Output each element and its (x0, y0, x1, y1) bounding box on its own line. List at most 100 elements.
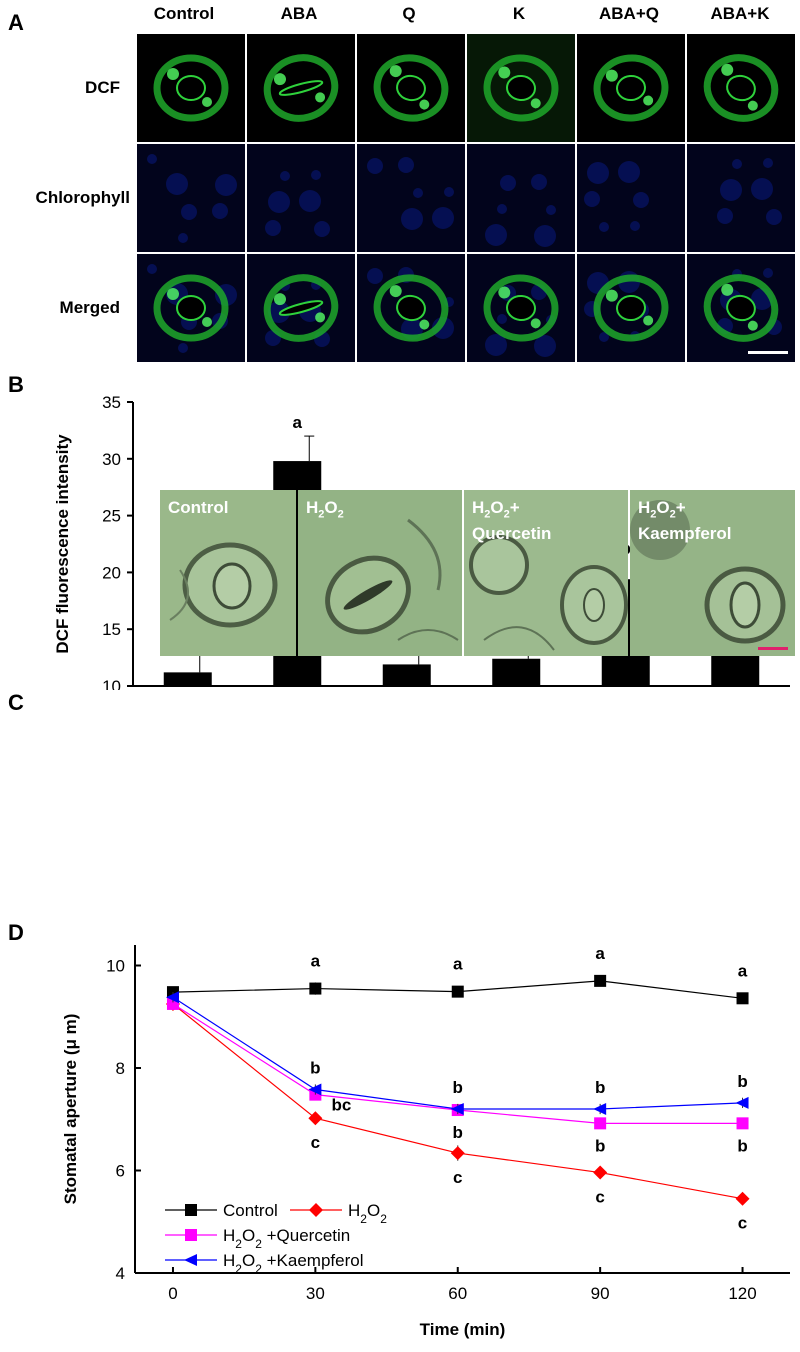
legend-label-control: Control (223, 1201, 278, 1220)
data-point-h2o2 (735, 1191, 750, 1206)
stoma-image (464, 490, 628, 656)
x-tick-label: 120 (728, 1284, 756, 1303)
data-point-control (451, 985, 464, 998)
column-header-aba-k: ABA+K (710, 4, 770, 23)
legend-marker-quercetin (185, 1229, 197, 1241)
bar (382, 664, 431, 686)
legend-label-h2o2: H2O2 (348, 1201, 387, 1226)
x-tick-label: 60 (448, 1284, 467, 1303)
significance-letter: b (453, 1078, 463, 1097)
photo-h2o2: H2O2 (298, 490, 462, 656)
data-point-kaempferol (165, 991, 179, 1004)
micrograph-cell (137, 34, 245, 142)
micrograph-cell (247, 254, 355, 362)
micrograph-cell (357, 34, 465, 142)
x-axis-label: Time (min) (420, 1320, 506, 1339)
data-point-control (309, 982, 322, 995)
significance-letter: a (453, 955, 463, 974)
micrograph-cell (247, 34, 355, 142)
panel-label-a: A (8, 10, 24, 35)
row-header-dcf: DCF (85, 78, 120, 97)
data-point-quercetin (736, 1117, 749, 1130)
column-header-aba: ABA (280, 4, 318, 23)
panel-label-b: B (8, 372, 24, 397)
row-header-merged: Merged (59, 298, 120, 317)
data-point-kaempferol (593, 1103, 607, 1115)
x-tick-label: 0 (168, 1284, 177, 1303)
significance-letter: b (595, 1078, 605, 1097)
panel-label-c: C (8, 690, 24, 715)
significance-letter: c (453, 1168, 462, 1187)
data-point-h2o2 (450, 1146, 465, 1161)
micrograph-cell (467, 34, 575, 142)
photo-label-h2o2-kaempferol: H2O2+ Kaempferol (638, 498, 732, 544)
photo-label-h2o2: H2O2 (306, 498, 344, 521)
significance-letter: b (310, 1059, 320, 1078)
micrograph-cell (137, 144, 245, 252)
y-tick-label: 6 (116, 1162, 125, 1181)
photo-control: Control (160, 490, 296, 656)
data-point-control (736, 992, 749, 1005)
micrograph-cell (577, 144, 685, 252)
significance-letter: c (595, 1188, 604, 1207)
scale-bar (748, 351, 788, 354)
significance-letter: c (738, 1214, 747, 1233)
y-tick-label: 25 (102, 507, 121, 526)
significance-letter: a (311, 952, 321, 971)
data-point-kaempferol (735, 1096, 749, 1109)
y-axis-label: DCF fluorescence intensity (53, 434, 72, 654)
micrograph-cell (687, 254, 795, 362)
significance-letter: a (595, 944, 605, 963)
data-point-h2o2 (593, 1165, 608, 1180)
micrograph-cell (687, 34, 795, 142)
data-point-kaempferol (450, 1103, 464, 1115)
data-point-kaempferol (308, 1083, 322, 1096)
micrograph-grid-panel: Control ABA Q K ABA+Q ABA+K DCF Chloroph… (0, 0, 800, 370)
y-tick-label: 4 (116, 1264, 125, 1283)
y-tick-label: 10 (102, 677, 121, 690)
significance-letter: a (293, 413, 303, 432)
legend-marker-control (185, 1204, 197, 1216)
micrograph-cell (687, 144, 795, 252)
micrograph-cell (247, 144, 355, 252)
y-tick-label: 30 (102, 450, 121, 469)
line-chart-stomatal-aperture: 4 6 8 10 0 30 60 90 120 Time (min) Stomatal apertu… (61, 944, 790, 1339)
legend-label-quercetin: H2O2 +Quercetin (223, 1226, 350, 1251)
bar (163, 672, 212, 686)
photo-label-h2o2-quercetin: H2O2+ Quercetin (472, 498, 552, 544)
scale-bar (758, 647, 788, 650)
y-axis-label: Stomatal aperture (μ m) (61, 1014, 80, 1205)
micrograph-cell (357, 254, 465, 362)
stoma-image (160, 490, 296, 656)
column-header-aba-q: ABA+Q (599, 4, 659, 23)
photo-h2o2-quercetin: H2O2+ Quercetin (464, 490, 628, 656)
y-tick-label: 8 (116, 1059, 125, 1078)
stoma-image (630, 490, 795, 656)
x-tick-label: 90 (591, 1284, 610, 1303)
significance-letter: b (453, 1123, 463, 1142)
significance-letter: a (738, 961, 748, 980)
bar (492, 658, 541, 686)
data-point-control (594, 974, 607, 987)
significance-letter: b (737, 1136, 747, 1155)
panel-label-d: D (8, 920, 24, 945)
significance-letter: bc (331, 1096, 351, 1115)
photo-h2o2-kaempferol: H2O2+ Kaempferol (630, 490, 795, 656)
data-point-quercetin (594, 1117, 607, 1130)
y-tick-label: 20 (102, 563, 121, 582)
column-header-q: Q (402, 4, 416, 23)
stoma-image (298, 490, 462, 656)
significance-letter: c (311, 1133, 320, 1152)
column-header-k: K (512, 4, 526, 23)
photo-label-control: Control (168, 498, 229, 517)
x-tick-label: 30 (306, 1284, 325, 1303)
y-tick-label: 35 (102, 393, 121, 412)
micrograph-cell (357, 144, 465, 252)
micrograph-cell (577, 254, 685, 362)
data-point-h2o2 (308, 1111, 323, 1126)
micrograph-cell (577, 34, 685, 142)
significance-letter: b (595, 1136, 605, 1155)
column-header-control: Control (153, 4, 215, 23)
significance-letter: b (737, 1072, 747, 1091)
row-header-chlorophyll: Chlorophyll (35, 188, 130, 207)
